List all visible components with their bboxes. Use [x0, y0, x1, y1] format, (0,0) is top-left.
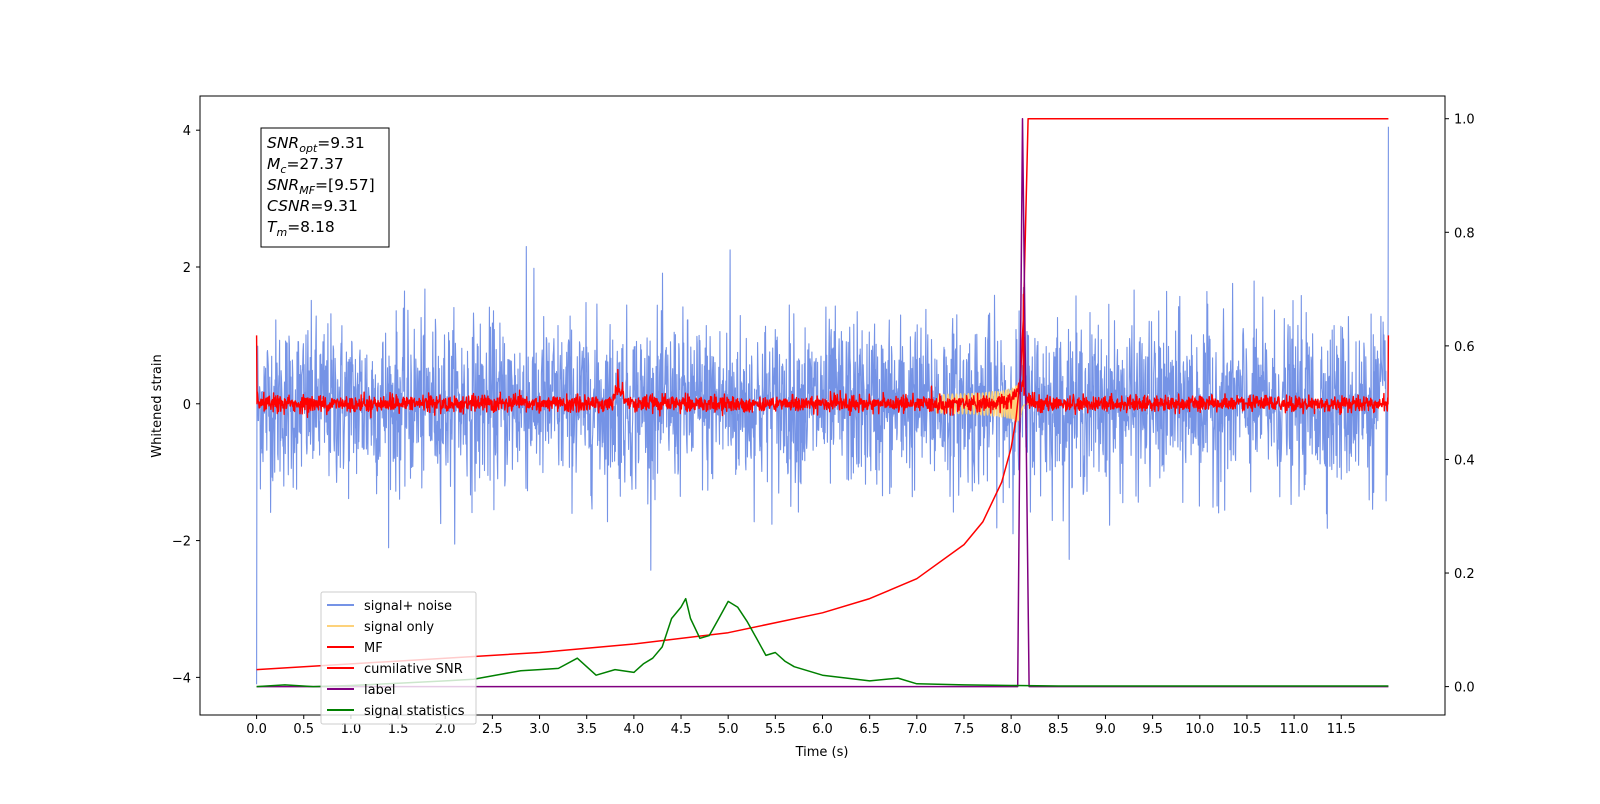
- y2-tick-label: 0.2: [1454, 567, 1475, 582]
- x-tick-label: 1.0: [341, 722, 362, 737]
- x-tick-label: 7.5: [954, 722, 975, 737]
- x-tick-label: 10.5: [1232, 722, 1261, 737]
- annotation-line: SNRMF=[9.57]: [267, 176, 375, 197]
- x-tick-label: 0.5: [293, 722, 314, 737]
- y2-tick-label: 0.0: [1454, 681, 1475, 696]
- series-mf: [255, 293, 1390, 419]
- x-tick-label: 10.0: [1185, 722, 1214, 737]
- y-tick-label: 0: [183, 398, 191, 413]
- annotation-line: Mc=27.37: [267, 155, 344, 176]
- x-axis-label: Time (s): [795, 745, 849, 760]
- x-tick-label: 6.5: [859, 722, 880, 737]
- legend-label: label: [364, 683, 395, 698]
- x-tick-label: 8.0: [1001, 722, 1022, 737]
- x-tick-label: 6.0: [812, 722, 833, 737]
- annotation-line: Tm=8.18: [267, 218, 335, 239]
- x-tick-label: 1.5: [388, 722, 409, 737]
- x-tick-label: 9.0: [1095, 722, 1116, 737]
- series-signal-statistics: [256, 597, 1389, 688]
- annotation-frame: [260, 127, 390, 248]
- x-tick-label: 9.5: [1142, 722, 1163, 737]
- y-tick-label: 4: [183, 124, 191, 139]
- y-axis-label: Whitened strain: [150, 354, 165, 457]
- y-tick-label: −2: [172, 535, 191, 550]
- x-tick-label: 4.0: [624, 722, 645, 737]
- x-tick-label: 5.0: [718, 722, 739, 737]
- y2-tick-label: 0.6: [1454, 340, 1475, 355]
- x-tick-label: 7.0: [906, 722, 927, 737]
- legend-label: signal+ noise: [364, 599, 452, 614]
- y-tick-label: 2: [183, 261, 191, 276]
- x-tick-label: 5.5: [765, 722, 786, 737]
- legend-label: MF: [364, 641, 383, 656]
- legend-label: signal only: [364, 620, 434, 635]
- x-tick-label: 8.5: [1048, 722, 1069, 737]
- y2-tick-label: 1.0: [1454, 113, 1475, 128]
- x-tick-label: 4.5: [671, 722, 692, 737]
- x-tick-label: 2.5: [482, 722, 503, 737]
- annotation-line: CSNR=9.31: [267, 197, 358, 215]
- x-tick-label: 3.0: [529, 722, 550, 737]
- y2-tick-label: 0.8: [1454, 226, 1475, 241]
- x-tick-label: 0.0: [246, 722, 267, 737]
- annotation-box: SNRopt=9.31Mc=27.37SNRMF=[9.57]CSNR=9.31…: [260, 127, 390, 248]
- legend-frame: [320, 591, 477, 725]
- annotation-line: SNRopt=9.31: [267, 134, 365, 155]
- y2-tick-label: 0.4: [1454, 453, 1475, 468]
- legend-label: signal statistics: [364, 704, 465, 719]
- x-tick-label: 11.5: [1327, 722, 1356, 737]
- x-tick-label: 2.0: [435, 722, 456, 737]
- legend: signal+ noise signal only MF cumilative SNR…: [320, 591, 477, 725]
- x-tick-label: 11.0: [1280, 722, 1309, 737]
- legend-label: cumilative SNR: [364, 662, 463, 677]
- x-tick-label: 3.5: [576, 722, 597, 737]
- y-tick-label: −4: [172, 671, 191, 686]
